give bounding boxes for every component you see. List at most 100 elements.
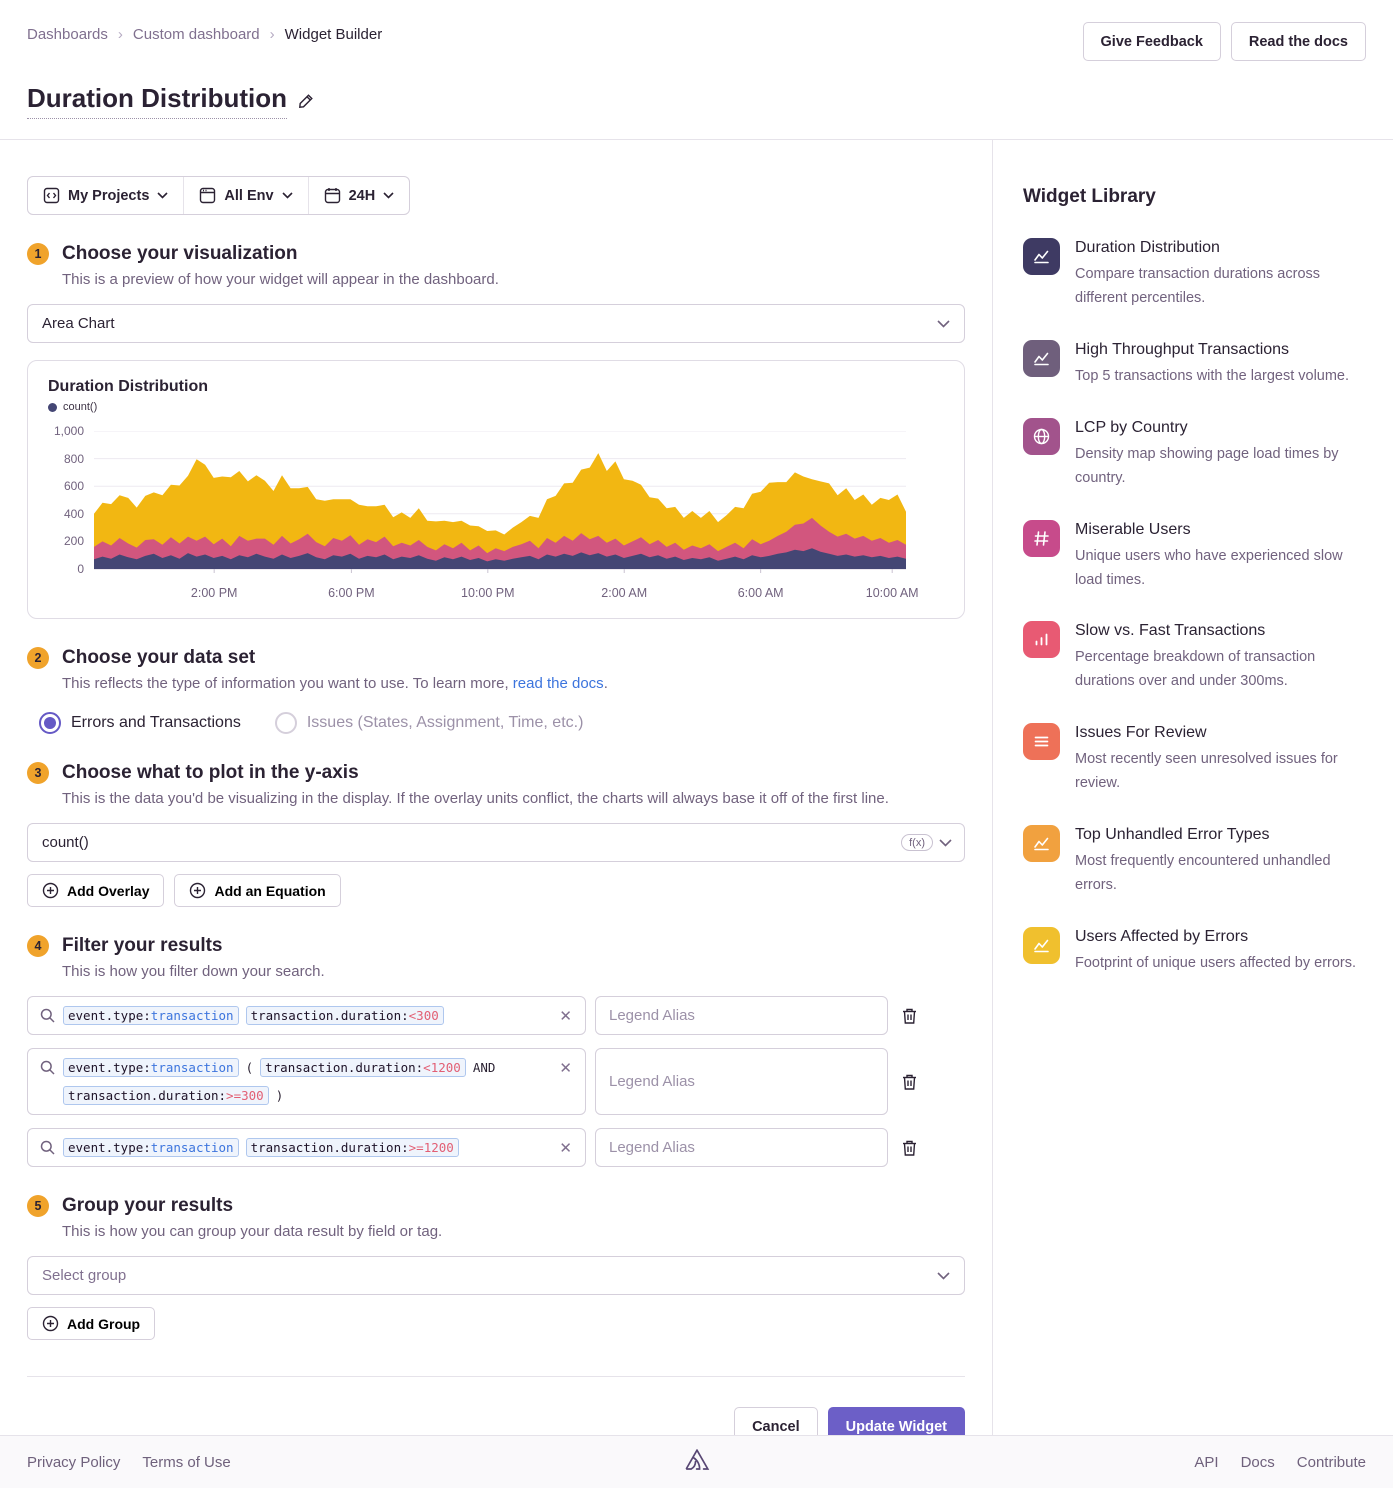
- search-conditions-input[interactable]: event.type:transaction transaction.durati…: [27, 1128, 586, 1167]
- sentry-logo[interactable]: [684, 1448, 710, 1476]
- delete-filter-button[interactable]: [897, 996, 922, 1035]
- widget-library-item-description: Most recently seen unresolved issues for…: [1075, 751, 1338, 792]
- y-tick-label: 600: [63, 479, 84, 494]
- read-docs-button[interactable]: Read the docs: [1230, 22, 1366, 61]
- step-number-badge: 4: [27, 935, 49, 957]
- search-conditions-input[interactable]: event.type:transaction (transaction.durat…: [27, 1048, 586, 1115]
- footer-link[interactable]: Docs: [1240, 1453, 1275, 1471]
- line-chart-icon: [1023, 238, 1060, 275]
- x-tick-label: 2:00 AM: [601, 586, 648, 600]
- x-tick-label: 6:00 AM: [737, 586, 784, 600]
- search-operator: AND: [472, 1060, 496, 1075]
- widget-library-item[interactable]: Issues For Review Most recently seen unre…: [1023, 723, 1365, 796]
- search-token[interactable]: transaction.duration:>=300: [63, 1086, 269, 1105]
- read-docs-link[interactable]: read the docs: [512, 675, 604, 692]
- widget-library-item-description: Percentage breakdown of transaction dura…: [1075, 649, 1316, 690]
- give-feedback-button[interactable]: Give Feedback: [1082, 22, 1221, 61]
- group-select-placeholder: Select group: [42, 1267, 127, 1284]
- search-token[interactable]: transaction.duration:>=1200: [245, 1138, 459, 1157]
- time-range-filter-label: 24H: [348, 187, 376, 204]
- step-description: This is how you filter down your search.: [62, 963, 325, 980]
- breadcrumb-item[interactable]: Custom dashboard: [132, 26, 260, 43]
- widget-library-item[interactable]: Slow vs. Fast Transactions Percentage bre…: [1023, 621, 1365, 694]
- trash-icon: [903, 1140, 916, 1156]
- widget-library-title: Widget Library: [1023, 186, 1156, 207]
- widget-library-sidebar: Widget Library Duration Distribution Comp…: [993, 140, 1393, 1435]
- widget-library-item-description: Most frequently encountered unhandled er…: [1075, 853, 1331, 894]
- filter-row: event.type:transaction (transaction.durat…: [27, 1048, 965, 1115]
- footer-link[interactable]: API: [1194, 1453, 1219, 1471]
- x-tick-label: 10:00 AM: [865, 586, 919, 600]
- footer: Privacy Policy Terms of Use API Docs Contri…: [0, 1435, 1393, 1488]
- edit-title-icon[interactable]: [297, 92, 315, 115]
- add-group-button[interactable]: Add Group: [27, 1307, 156, 1340]
- fx-badge: f(x): [901, 834, 933, 851]
- line-chart-icon: [1023, 825, 1060, 863]
- chevron-down-icon: [937, 1271, 950, 1280]
- chart-legend[interactable]: count(): [48, 401, 964, 413]
- delete-filter-button[interactable]: [897, 1048, 922, 1115]
- yaxis-field-select[interactable]: count() f(x): [27, 823, 965, 862]
- widget-library-item[interactable]: Miserable Users Unique users who have exp…: [1023, 519, 1365, 593]
- widget-library-item[interactable]: Users Affected by Errors Footprint of uni…: [1023, 926, 1365, 976]
- search-token[interactable]: transaction.duration:<1200: [260, 1058, 466, 1077]
- radio-label: Errors and Transactions: [71, 714, 241, 731]
- projects-filter[interactable]: My Projects: [28, 177, 183, 214]
- time-range-filter[interactable]: 24H: [307, 177, 410, 214]
- chart-title: Duration Distribution: [48, 378, 208, 395]
- radio-selected-icon[interactable]: [39, 712, 61, 734]
- add-equation-button[interactable]: Add an Equation: [174, 874, 341, 907]
- widget-library-item[interactable]: Top Unhandled Error Types Most frequently…: [1023, 825, 1365, 898]
- widget-library-item-name: Duration Distribution: [1075, 239, 1220, 256]
- search-icon: [40, 1140, 55, 1155]
- display-type-select[interactable]: Area Chart: [27, 304, 965, 343]
- search-conditions-input[interactable]: event.type:transaction transaction.durati…: [27, 996, 586, 1035]
- group-select[interactable]: Select group: [27, 1256, 965, 1295]
- step-title: Choose your data set: [62, 647, 256, 668]
- widget-library-item-name: Slow vs. Fast Transactions: [1075, 622, 1266, 640]
- chevron-down-icon: [937, 319, 950, 328]
- widget-library-item[interactable]: High Throughput Transactions Top 5 transa…: [1023, 339, 1365, 389]
- page-filter-bar: My Projects All Env 24H: [27, 176, 411, 215]
- widget-library-item-name: Issues For Review: [1075, 724, 1207, 742]
- step-filter: 4 Filter your results This is how you fi…: [27, 935, 965, 1167]
- widget-library-item[interactable]: Duration Distribution Compare transaction…: [1023, 238, 1365, 311]
- step-number-badge: 2: [27, 647, 49, 669]
- widget-library-item-description: Density map showing page load times by c…: [1075, 445, 1339, 486]
- step-description: This is how you can group your data resu…: [62, 1223, 443, 1240]
- add-overlay-button[interactable]: Add Overlay: [27, 874, 165, 907]
- bar-chart-icon: [1023, 621, 1060, 659]
- widget-library-item-name: High Throughput Transactions: [1075, 340, 1290, 358]
- widget-library-item-description: Compare transaction durations across dif…: [1075, 266, 1321, 306]
- y-tick-label: 400: [63, 506, 84, 521]
- footer-link[interactable]: Contribute: [1296, 1453, 1366, 1471]
- widget-library-item-description: Unique users who have experienced slow l…: [1075, 547, 1343, 588]
- dataset-radio-option[interactable]: Issues (States, Assignment, Time, etc.): [274, 712, 583, 734]
- legend-alias-input[interactable]: [595, 1048, 888, 1115]
- search-token[interactable]: event.type:transaction: [63, 1058, 239, 1077]
- clear-search-icon[interactable]: ✕: [559, 1140, 572, 1157]
- breadcrumb: Dashboards › Custom dashboard › Widget Build…: [27, 22, 382, 43]
- search-token[interactable]: transaction.duration:<300: [245, 1006, 444, 1025]
- search-token[interactable]: event.type:transaction: [63, 1138, 239, 1157]
- chevron-down-icon: [939, 838, 952, 847]
- chevron-down-icon: [281, 192, 293, 199]
- widget-builder-main: My Projects All Env 24H 1: [0, 140, 993, 1446]
- clear-search-icon[interactable]: ✕: [559, 1060, 572, 1077]
- step-title: Filter your results: [62, 935, 223, 956]
- environment-filter[interactable]: All Env: [183, 177, 307, 214]
- legend-alias-input[interactable]: [595, 996, 888, 1035]
- widget-library-item[interactable]: LCP by Country Density map showing page l…: [1023, 417, 1365, 491]
- breadcrumb-item: Widget Builder: [284, 26, 383, 43]
- footer-link[interactable]: Terms of Use: [142, 1453, 231, 1471]
- delete-filter-button[interactable]: [897, 1128, 922, 1167]
- breadcrumb-item[interactable]: Dashboards: [27, 26, 108, 43]
- dataset-radio-option[interactable]: Errors and Transactions: [39, 712, 241, 734]
- plus-circle-icon: [190, 882, 206, 899]
- y-tick-label: 200: [63, 534, 84, 549]
- footer-link[interactable]: Privacy Policy: [27, 1453, 121, 1471]
- search-token[interactable]: event.type:transaction: [63, 1006, 239, 1025]
- legend-alias-input[interactable]: [595, 1128, 888, 1167]
- radio-unselected-icon[interactable]: [274, 712, 297, 734]
- clear-search-icon[interactable]: ✕: [559, 1008, 572, 1025]
